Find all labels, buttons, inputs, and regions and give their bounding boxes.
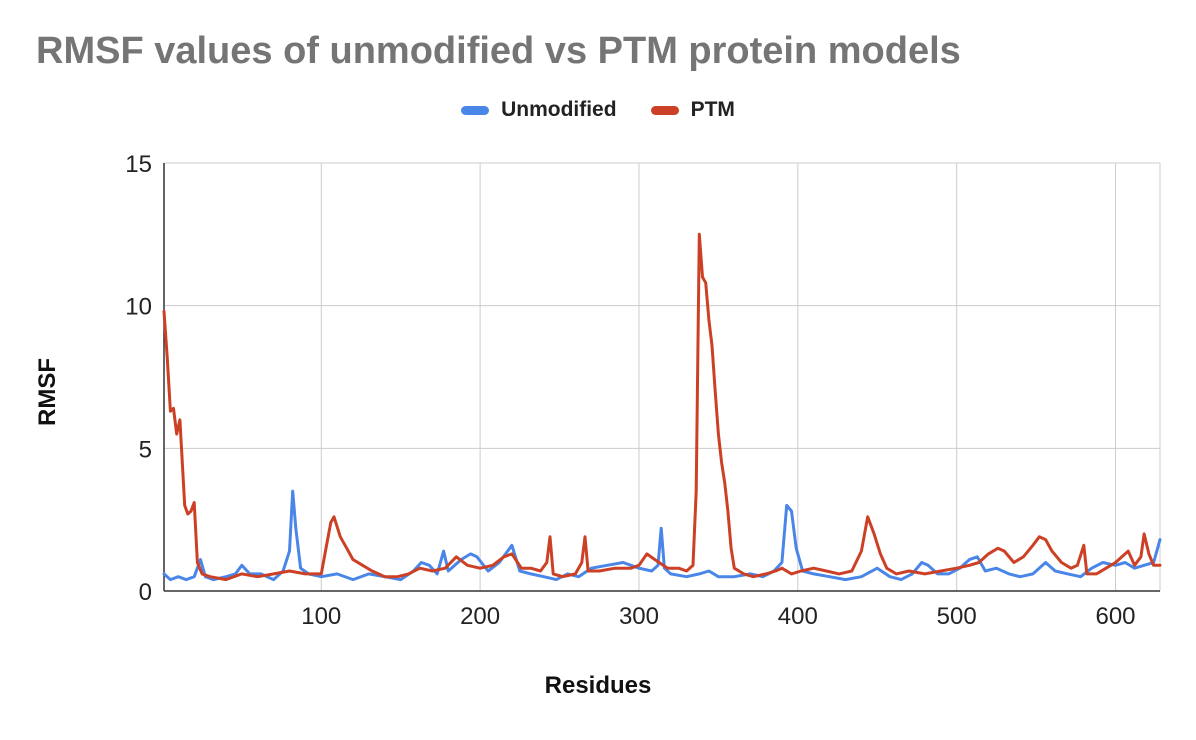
chart-title: RMSF values of unmodified vs PTM protein… — [36, 30, 961, 72]
axes — [163, 163, 1160, 592]
y-tick-label-5: 5 — [139, 436, 152, 463]
tick-labels: 0 5 10 15 100 200 300 400 500 600 — [125, 151, 1135, 630]
legend-label-ptm: PTM — [690, 98, 735, 121]
legend: Unmodified PTM — [0, 98, 1196, 122]
legend-label-unmodified: Unmodified — [501, 98, 617, 121]
y-tick-label-0: 0 — [139, 579, 152, 606]
x-tick-label-300: 300 — [619, 603, 659, 630]
grid-lines — [164, 162, 1161, 591]
x-tick-label-400: 400 — [778, 603, 818, 630]
y-tick-label-15: 15 — [125, 151, 152, 178]
x-tick-label-100: 100 — [301, 603, 341, 630]
series-lines — [162, 232, 1162, 582]
legend-swatch-ptm — [650, 105, 679, 115]
y-axis-label: RMSF — [34, 358, 61, 426]
legend-item-ptm[interactable]: PTM — [650, 98, 735, 122]
x-tick-label-200: 200 — [460, 603, 500, 630]
x-axis-label: Residues — [544, 672, 652, 699]
x-tick-label-600: 600 — [1095, 603, 1135, 630]
series-line-unmodified — [162, 489, 1162, 582]
legend-swatch-unmodified — [461, 105, 490, 115]
series-line-ptm — [162, 232, 1162, 582]
y-tick-label-10: 10 — [125, 294, 152, 321]
x-tick-label-500: 500 — [937, 603, 977, 630]
legend-item-unmodified[interactable]: Unmodified — [461, 98, 617, 122]
